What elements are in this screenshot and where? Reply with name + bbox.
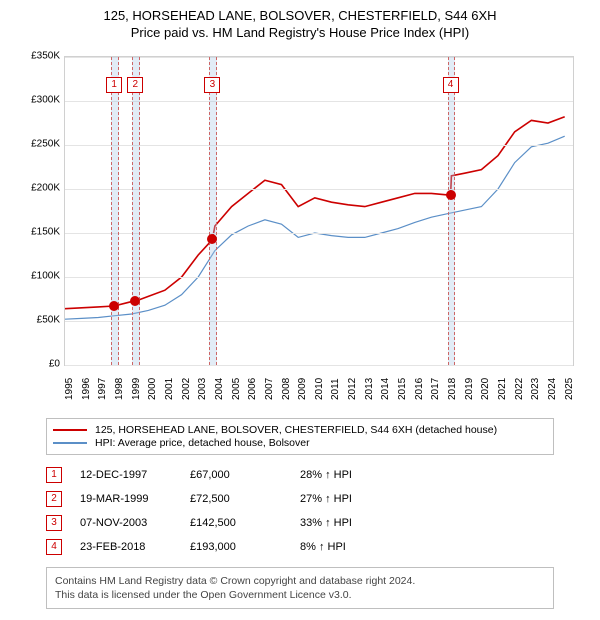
y-tick-label: £0	[20, 358, 60, 369]
page-root: 125, HORSEHEAD LANE, BOLSOVER, CHESTERFI…	[0, 8, 600, 609]
x-tick-label: 2019	[464, 378, 475, 400]
sale-price: £67,000	[190, 469, 300, 481]
chart-svg	[65, 57, 573, 365]
x-tick-label: 2022	[514, 378, 525, 400]
x-tick-label: 2003	[197, 378, 208, 400]
sale-band	[132, 57, 140, 365]
x-tick-label: 2021	[497, 378, 508, 400]
legend-swatch	[53, 429, 87, 431]
sale-index-box: 2	[46, 491, 62, 507]
x-axis-labels: 1995 1996 1997 1998 1999 2000 2001 2002 2003 2004…	[64, 368, 574, 414]
x-tick-label: 1997	[97, 378, 108, 400]
x-tick-label: 2017	[430, 378, 441, 400]
title-block: 125, HORSEHEAD LANE, BOLSOVER, CHESTERFI…	[0, 8, 600, 42]
x-tick-label: 2018	[447, 378, 458, 400]
legend-swatch	[53, 442, 87, 444]
x-tick-label: 2010	[314, 378, 325, 400]
y-tick-label: £200K	[20, 182, 60, 193]
x-tick-label: 2000	[147, 378, 158, 400]
legend-row: 125, HORSEHEAD LANE, BOLSOVER, CHESTERFI…	[53, 424, 547, 436]
title-address: 125, HORSEHEAD LANE, BOLSOVER, CHESTERFI…	[0, 8, 600, 25]
sale-row: 2 19-MAR-1999£72,50027% ↑ HPI	[44, 487, 556, 511]
sales-list: 1 12-DEC-1997£67,00028% ↑ HPI 2 19-MAR-1999…	[0, 463, 600, 559]
sale-diff: 33% ↑ HPI	[300, 517, 460, 529]
x-tick-label: 1995	[64, 378, 75, 400]
x-tick-label: 2005	[231, 378, 242, 400]
legend-row: HPI: Average price, detached house, Bols…	[53, 437, 547, 449]
y-tick-label: £250K	[20, 138, 60, 149]
sale-index-box: 1	[46, 467, 62, 483]
x-tick-label: 1998	[114, 378, 125, 400]
sale-index-box: 3	[46, 515, 62, 531]
sale-date: 07-NOV-2003	[80, 517, 190, 529]
sale-marker-dot	[207, 234, 217, 244]
x-tick-label: 2009	[297, 378, 308, 400]
y-tick-label: £300K	[20, 94, 60, 105]
legend-label: 125, HORSEHEAD LANE, BOLSOVER, CHESTERFI…	[95, 424, 497, 436]
x-tick-label: 2014	[380, 378, 391, 400]
sale-date: 12-DEC-1997	[80, 469, 190, 481]
sale-marker-label: 3	[204, 77, 220, 93]
sale-price: £142,500	[190, 517, 300, 529]
footer-line-2: This data is licensed under the Open Gov…	[55, 588, 545, 602]
y-tick-label: £150K	[20, 226, 60, 237]
sale-row: 3 07-NOV-2003£142,50033% ↑ HPI	[44, 511, 556, 535]
sale-date: 19-MAR-1999	[80, 493, 190, 505]
legend-label: HPI: Average price, detached house, Bols…	[95, 437, 310, 449]
x-tick-label: 2020	[480, 378, 491, 400]
title-subtitle: Price paid vs. HM Land Registry's House …	[0, 25, 600, 42]
sale-marker-label: 4	[443, 77, 459, 93]
sale-row: 4 23-FEB-2018£193,0008% ↑ HPI	[44, 535, 556, 559]
sale-marker-dot	[109, 301, 119, 311]
x-tick-label: 2024	[547, 378, 558, 400]
x-tick-label: 2001	[164, 378, 175, 400]
x-tick-label: 1996	[81, 378, 92, 400]
x-tick-label: 2002	[181, 378, 192, 400]
sale-date: 23-FEB-2018	[80, 541, 190, 553]
footer-line-1: Contains HM Land Registry data © Crown c…	[55, 574, 545, 588]
sale-marker-dot	[446, 190, 456, 200]
x-tick-label: 2012	[347, 378, 358, 400]
x-tick-label: 2008	[281, 378, 292, 400]
sale-index-box: 4	[46, 539, 62, 555]
x-tick-label: 2004	[214, 378, 225, 400]
x-tick-label: 2006	[247, 378, 258, 400]
sale-marker-dot	[130, 296, 140, 306]
attribution-footer: Contains HM Land Registry data © Crown c…	[46, 567, 554, 609]
sale-marker-label: 1	[106, 77, 122, 93]
sale-band	[209, 57, 217, 365]
sale-row: 1 12-DEC-1997£67,00028% ↑ HPI	[44, 463, 556, 487]
x-tick-label: 2007	[264, 378, 275, 400]
sale-band	[111, 57, 119, 365]
x-tick-label: 2013	[364, 378, 375, 400]
x-tick-label: 2023	[530, 378, 541, 400]
plot-region: 12 3 4	[64, 56, 574, 366]
x-tick-label: 1999	[131, 378, 142, 400]
x-tick-label: 2011	[330, 378, 341, 400]
y-tick-label: £100K	[20, 270, 60, 281]
x-tick-label: 2025	[564, 378, 575, 400]
sale-price: £193,000	[190, 541, 300, 553]
sale-price: £72,500	[190, 493, 300, 505]
sale-diff: 27% ↑ HPI	[300, 493, 460, 505]
legend: 125, HORSEHEAD LANE, BOLSOVER, CHESTERFI…	[46, 418, 554, 455]
y-tick-label: £50K	[20, 314, 60, 325]
sale-marker-label: 2	[127, 77, 143, 93]
x-tick-label: 2015	[397, 378, 408, 400]
sale-diff: 8% ↑ HPI	[300, 541, 460, 553]
chart-area: £0 £50K £100K £150K £200K £250K £300K £350K 12 3…	[20, 46, 580, 416]
y-tick-label: £350K	[20, 50, 60, 61]
sale-band	[448, 57, 456, 365]
x-tick-label: 2016	[414, 378, 425, 400]
sale-diff: 28% ↑ HPI	[300, 469, 460, 481]
